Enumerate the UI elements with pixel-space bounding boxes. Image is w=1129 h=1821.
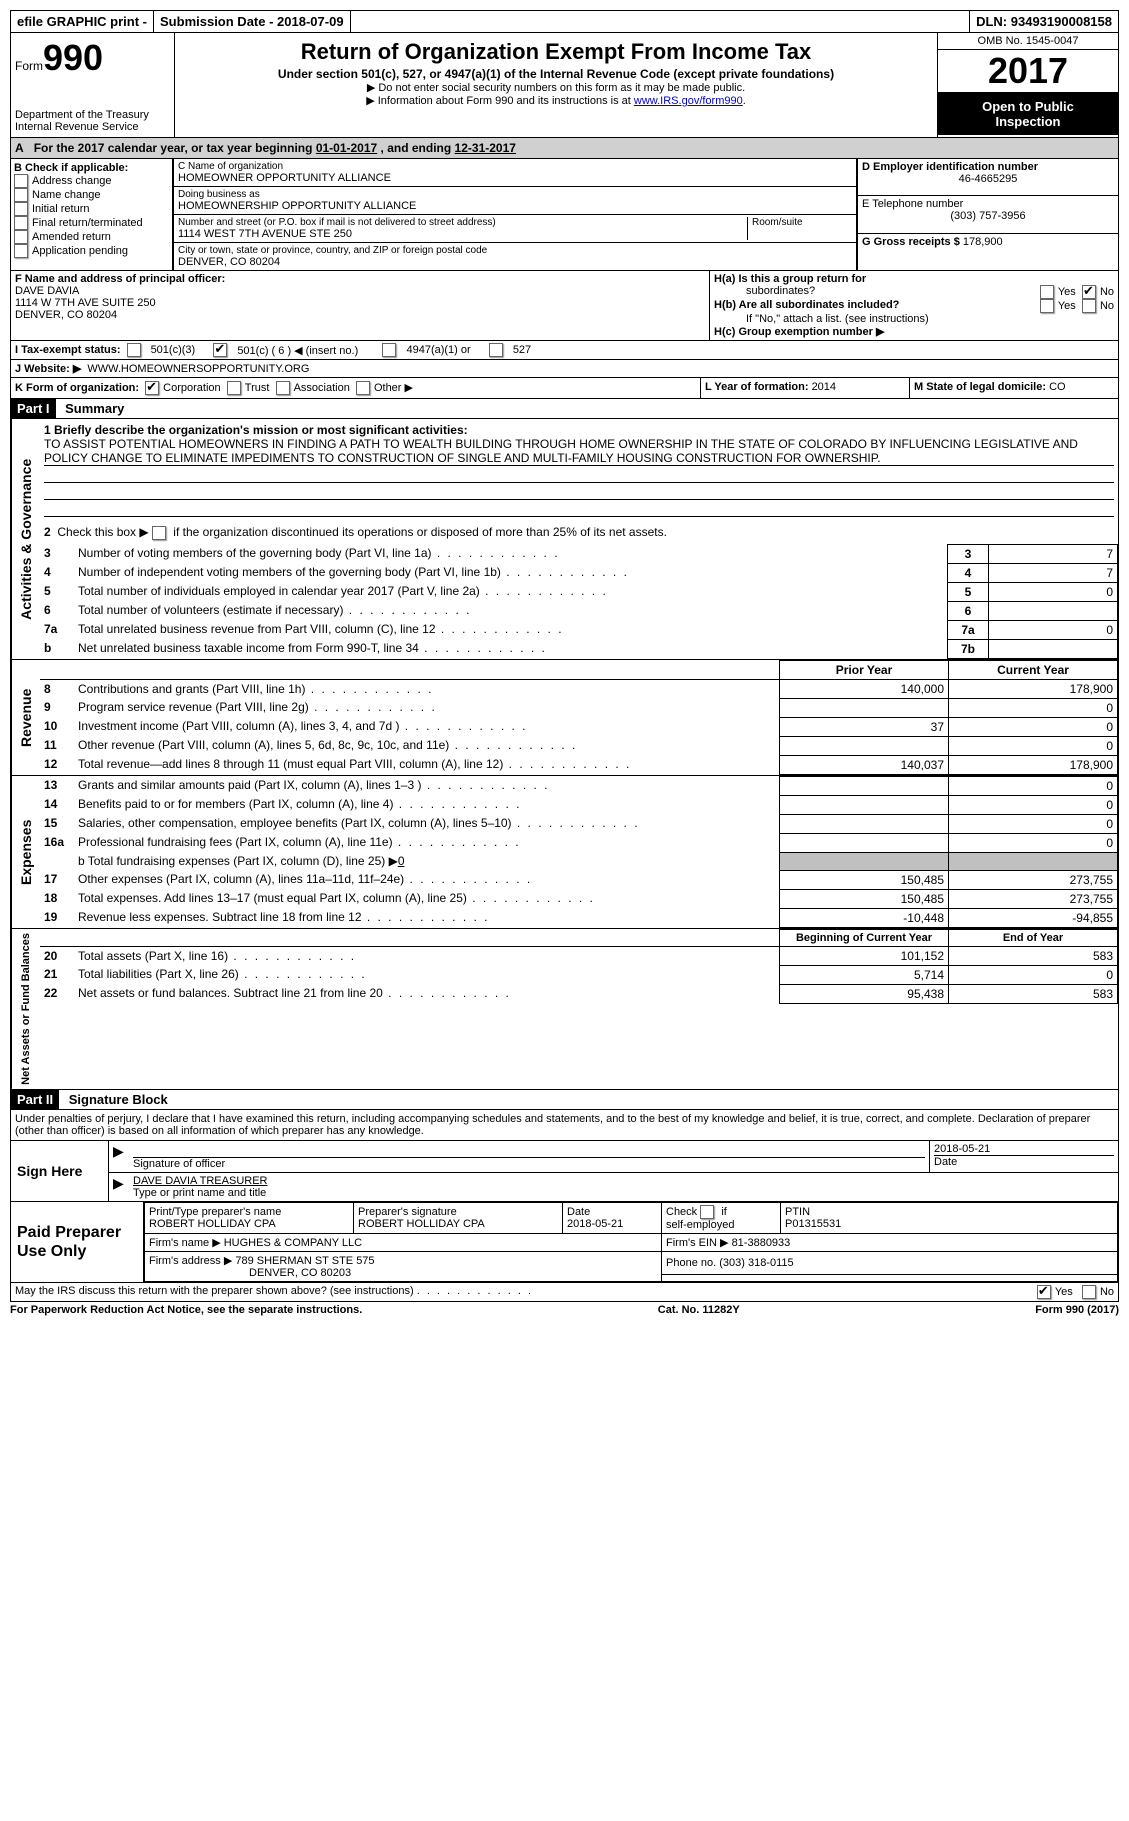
chk-ha-yes[interactable] [1040,285,1054,299]
phone: (303) 757-3956 [862,210,1114,222]
chk-other[interactable] [356,381,370,395]
col-c: C Name of organization HOMEOWNER OPPORTU… [174,159,856,270]
top-bar: efile GRAPHIC print - Submission Date - … [10,10,1119,33]
section-a: A For the 2017 calendar year, or tax yea… [10,138,1119,159]
col-b: B Check if applicable: Address change Na… [11,159,174,270]
row-j: J Website: ▶ WWW.HOMEOWNERSOPPORTUNITY.O… [10,360,1119,378]
part2-header: Part II Signature Block [10,1090,1119,1110]
header-left: Form990 Department of the Treasury Inter… [11,33,175,137]
mission-text: TO ASSIST POTENTIAL HOMEOWNERS IN FINDIN… [44,437,1114,466]
gross-receipts: 178,900 [963,236,1003,248]
org-name: HOMEOWNER OPPORTUNITY ALLIANCE [178,172,852,184]
block-bcd: B Check if applicable: Address change Na… [10,159,1119,271]
chk-initial-return[interactable] [14,202,28,216]
revenue-table: Prior Year Current Year8 Contributions a… [40,660,1118,775]
perjury-text: Under penalties of perjury, I declare th… [10,1110,1119,1141]
irs-link[interactable]: www.IRS.gov/form990 [634,95,743,107]
chk-4947[interactable] [382,343,396,357]
chk-ha-no[interactable] [1082,285,1096,299]
block-fh: F Name and address of principal officer:… [10,271,1119,341]
chk-discontinued[interactable] [152,526,166,540]
chk-name-change[interactable] [14,188,28,202]
header-mid: Return of Organization Exempt From Incom… [175,33,937,137]
chk-hb-no[interactable] [1082,299,1096,313]
preparer-block: Paid Preparer Use Only Print/Type prepar… [10,1202,1119,1283]
dba-name: HOMEOWNERSHIP OPPORTUNITY ALLIANCE [178,200,852,212]
chk-trust[interactable] [227,381,241,395]
dln-cell: DLN: 93493190008158 [970,11,1118,32]
col-f: F Name and address of principal officer:… [11,271,710,340]
row-i: I Tax-exempt status: 501(c)(3) 501(c) ( … [10,341,1119,360]
chk-amended[interactable] [14,230,28,244]
sign-block: Sign Here ▶ Signature of officer 2018-05… [10,1141,1119,1202]
chk-501c3[interactable] [127,343,141,357]
chk-application-pending[interactable] [14,244,28,258]
expenses-block: Expenses 13 Grants and similar amounts p… [10,776,1119,929]
spacer [351,11,971,32]
netassets-block: Net Assets or Fund Balances Beginning of… [10,929,1119,1090]
website: WWW.HOMEOWNERSOPPORTUNITY.ORG [87,363,309,375]
expenses-table: 13 Grants and similar amounts paid (Part… [40,776,1118,928]
governance-table: 3 Number of voting members of the govern… [40,544,1118,659]
chk-final-return[interactable] [14,216,28,230]
chk-discuss-yes[interactable] [1037,1285,1051,1299]
street: 1114 WEST 7TH AVENUE STE 250 [178,228,747,240]
discuss-row: May the IRS discuss this return with the… [10,1283,1119,1302]
bottom-row: For Paperwork Reduction Act Notice, see … [10,1302,1119,1318]
chk-assoc[interactable] [276,381,290,395]
part1-header: Part I Summary [10,399,1119,419]
efile-label: efile GRAPHIC print - [11,11,154,32]
chk-self-employed[interactable] [700,1205,714,1219]
header-right: OMB No. 1545-0047 2017 Open to PublicIns… [937,33,1118,137]
row-klm: K Form of organization: Corporation Trus… [10,378,1119,399]
city: DENVER, CO 80204 [178,256,852,268]
ein: 46-4665295 [862,173,1114,185]
form-header: Form990 Department of the Treasury Inter… [10,33,1119,138]
col-d: D Employer identification number 46-4665… [856,159,1118,270]
chk-address-change[interactable] [14,174,28,188]
chk-527[interactable] [489,343,503,357]
chk-hb-yes[interactable] [1040,299,1054,313]
governance-block: Activities & Governance 1 Briefly descri… [10,419,1119,660]
chk-corp[interactable] [145,381,159,395]
officer-name: DAVE DAVIA TREASURER [133,1175,1114,1187]
revenue-block: Revenue Prior Year Current Year8 Contrib… [10,660,1119,776]
submission-cell: Submission Date - 2018-07-09 [154,11,351,32]
chk-discuss-no[interactable] [1082,1285,1096,1299]
form-title: Return of Organization Exempt From Incom… [179,39,933,65]
chk-501c[interactable] [213,343,227,357]
netassets-table: Beginning of Current Year End of Year20 … [40,929,1118,1004]
col-h: H(a) Is this a group return for subordin… [710,271,1118,340]
